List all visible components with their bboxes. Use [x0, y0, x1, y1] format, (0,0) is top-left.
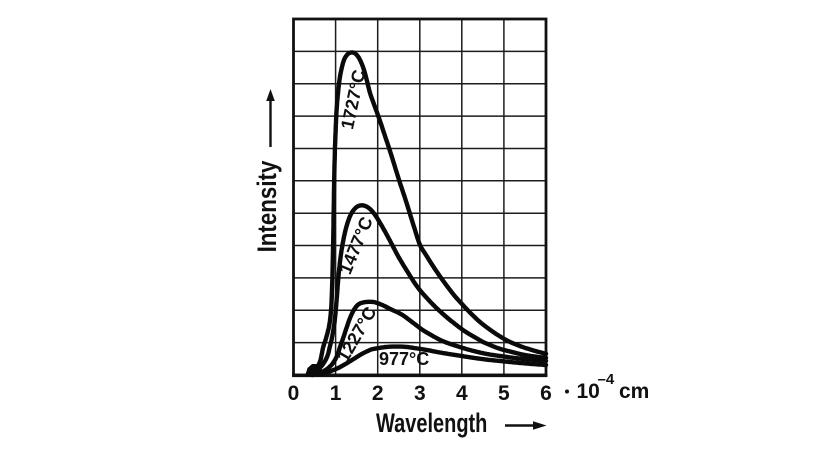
svg-text:3: 3	[414, 382, 426, 405]
svg-text:10: 10	[577, 380, 600, 403]
svg-text:1: 1	[330, 382, 342, 405]
svg-text:cm: cm	[619, 380, 649, 403]
svg-text:Wavelength: Wavelength	[376, 408, 487, 439]
svg-text:Intensity: Intensity	[253, 160, 282, 252]
svg-text:–4: –4	[598, 371, 615, 388]
svg-text:0: 0	[288, 382, 300, 405]
svg-text:977°C: 977°C	[379, 349, 429, 369]
svg-text:6: 6	[540, 382, 552, 405]
svg-text:2: 2	[372, 382, 384, 405]
svg-text:4: 4	[456, 382, 468, 405]
svg-text:5: 5	[498, 382, 510, 405]
